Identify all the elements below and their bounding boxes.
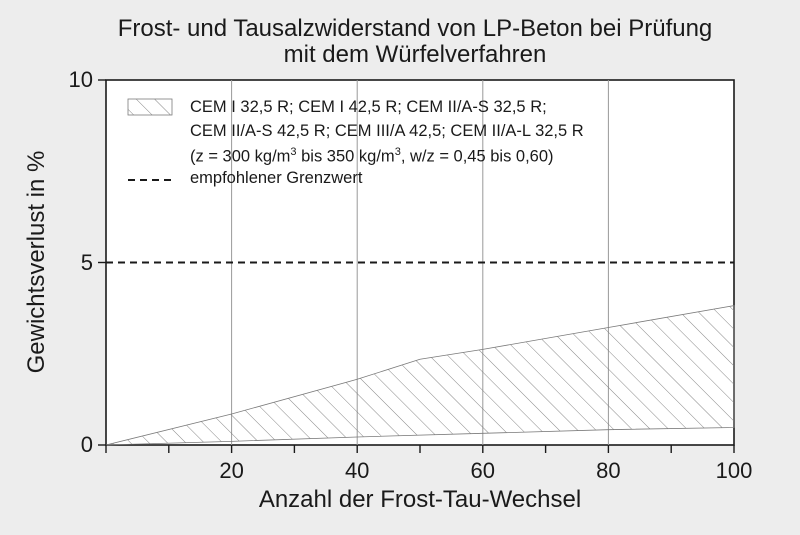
legend-band-line2: CEM II/A-S 42,5 R; CEM III/A 42,5; CEM I… [190, 122, 584, 140]
x-tick-label-40: 40 [344, 458, 370, 483]
y-tick-label-10: 10 [68, 67, 93, 92]
y-axis-label: Gewichtsverlust in % [23, 150, 50, 374]
chart-title-line1: Frost- und Tausalzwiderstand von LP-Beto… [117, 15, 713, 42]
legend-band-line3-part3: , w/z = 0,45 bis 0,60) [400, 147, 554, 166]
x-tick-label-100: 100 [715, 458, 753, 483]
legend-band-line3-sup2: 3 [394, 146, 401, 158]
x-axis-label: Anzahl der Frost-Tau-Wechsel [258, 486, 582, 513]
y-tick-label-5: 5 [80, 249, 93, 275]
legend-band-swatch [127, 98, 173, 116]
legend-band-line3: (z = 300 kg/m3 bis 350 kg/m3, w/z = 0,45… [190, 146, 554, 167]
x-tick-label-80: 80 [596, 458, 621, 483]
legend-limit-label: empfohlener Grenzwert [190, 169, 363, 187]
legend-band-line1: CEM I 32,5 R; CEM I 42,5 R; CEM II/A-S 3… [190, 98, 547, 116]
x-tick-label-60: 60 [470, 458, 496, 483]
hatched-band-area [105, 305, 735, 446]
chart-title-line2: mit dem Würfelverfahren [283, 41, 547, 68]
legend-band-line3-sup1: 3 [290, 146, 297, 158]
legend-band-line3-part1: (z = 300 kg/m [190, 147, 291, 166]
x-tick-label-20: 20 [219, 458, 244, 483]
legend-band-line3-part2: bis 350 kg/m [296, 147, 395, 166]
y-tick-label-0: 0 [80, 432, 93, 457]
